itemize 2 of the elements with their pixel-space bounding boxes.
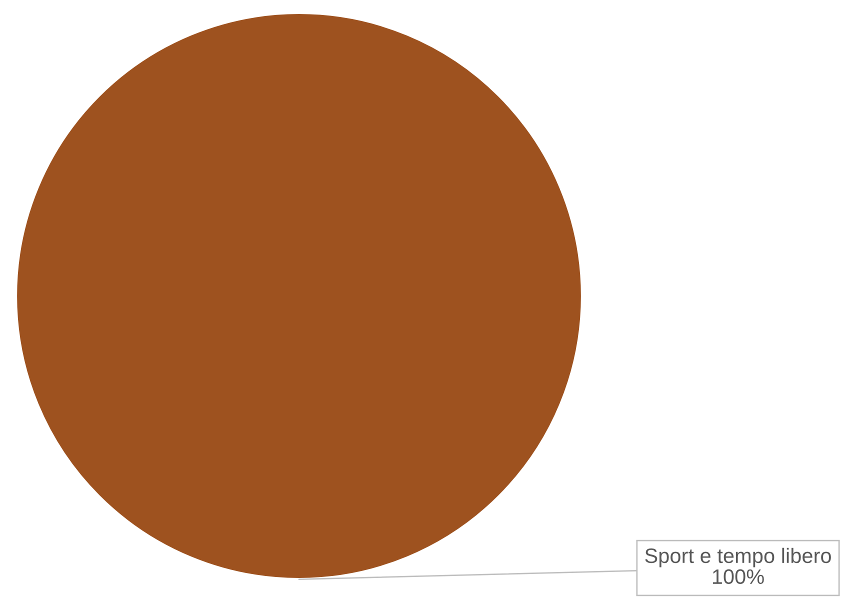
slice-label: Sport e tempo libero bbox=[645, 548, 831, 568]
data-label: 100% bbox=[712, 569, 764, 584]
